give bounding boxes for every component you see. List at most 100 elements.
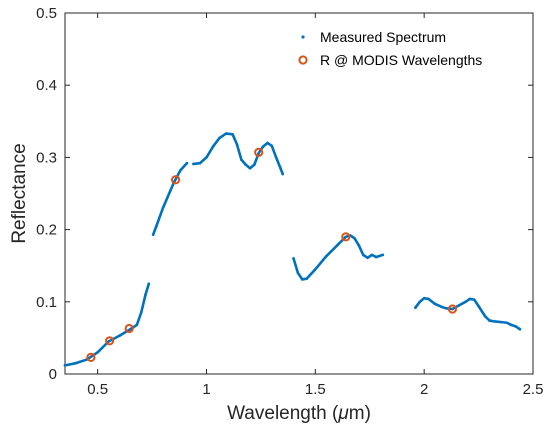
spectrum-point — [444, 306, 448, 310]
spectrum-point — [433, 302, 437, 306]
modis-point — [341, 232, 351, 242]
spectrum-point — [155, 224, 158, 228]
plot-area — [64, 12, 534, 375]
spectrum-point — [279, 166, 282, 170]
spectrum-point — [488, 319, 491, 322]
spectrum-point — [370, 253, 374, 257]
spectrum-point — [261, 145, 265, 148]
x-axis-title-unit: m) — [349, 403, 371, 424]
y-tick-label: 0.2 — [36, 222, 57, 239]
spectrum-point — [314, 268, 317, 271]
spectrum-point — [253, 163, 256, 166]
spectrum-point — [107, 340, 110, 343]
spectrum-point — [129, 327, 132, 331]
spectrum-point — [296, 271, 300, 275]
spectrum-point — [198, 161, 202, 165]
spectrum-point — [161, 206, 165, 210]
y-tick-label: 0.3 — [36, 149, 57, 166]
spectrum-point — [147, 282, 151, 286]
spectrum-point — [374, 255, 378, 259]
legend-modis-marker — [298, 55, 308, 65]
spectrum-point — [205, 156, 208, 159]
spectrum-point — [292, 257, 295, 260]
spectrum-point — [144, 293, 147, 296]
spectrum-point — [270, 144, 274, 148]
spectrum-point — [451, 307, 454, 311]
spectrum-point — [477, 304, 480, 308]
spectrum-point — [483, 314, 487, 318]
spectrum-point — [231, 132, 234, 136]
y-tick-label: 0 — [49, 366, 57, 383]
spectrum-point — [335, 244, 339, 247]
spectrum-point — [274, 156, 278, 159]
spectrum-segment — [151, 161, 189, 236]
spectrum-point — [492, 319, 496, 323]
spectrum-point — [381, 253, 385, 257]
modis-point — [124, 323, 134, 334]
modis-point — [86, 352, 96, 362]
spectrum-segment — [292, 234, 385, 281]
spectrum-point — [63, 364, 67, 367]
spectrum-point — [499, 320, 502, 324]
spectrum-point — [300, 278, 304, 281]
spectrum-point — [96, 351, 99, 354]
spectrum-point — [361, 253, 365, 257]
axes-box — [64, 12, 534, 375]
spectrum-point — [357, 244, 361, 247]
spectrum-point — [218, 136, 221, 140]
spectrum-point — [185, 161, 189, 165]
spectrum-point — [139, 311, 143, 314]
spectrum-point — [464, 300, 467, 304]
modis-point — [254, 147, 264, 157]
spectrum-point — [422, 296, 426, 300]
y-axis-title: Reflectance — [9, 143, 30, 243]
spectrum-point — [440, 305, 443, 309]
x-axis-title: Wavelength (μm) — [227, 403, 371, 424]
spectrum-point — [353, 236, 356, 240]
spectrum-point — [418, 300, 422, 304]
spectrum-point — [472, 298, 476, 301]
spectrum-point — [505, 321, 509, 325]
spectrum-point — [192, 162, 195, 166]
x-tick-label: 1 — [202, 381, 210, 398]
modis-markers-series — [86, 147, 458, 362]
measured-spectrum-series — [63, 132, 522, 367]
spectrum-point — [518, 327, 522, 331]
spectrum-point — [74, 361, 78, 365]
spectrum-point — [324, 255, 328, 258]
legend-modis-label: R @ MODIS Wavelengths — [320, 52, 482, 68]
modis-point — [105, 336, 115, 346]
x-tick-label: 2.5 — [523, 381, 544, 398]
spectrum-point — [281, 172, 284, 176]
spectrum-point — [468, 297, 472, 301]
spectrum-point — [240, 158, 243, 161]
x-tick-label: 1.5 — [305, 381, 326, 398]
x-axis-title-mu: μ — [337, 403, 349, 424]
spectrum-point — [248, 166, 252, 170]
x-tick-label: 0.5 — [87, 381, 108, 398]
x-axis: 0.5 1 1.5 2 2.5 — [87, 13, 543, 398]
y-axis: 0 0.1 0.2 0.3 0.4 0.5 — [36, 5, 533, 383]
x-axis-title-text: Wavelength ( — [227, 403, 339, 424]
y-tick-label: 0.1 — [36, 294, 57, 311]
spectrum-point — [514, 325, 517, 328]
y-tick-label: 0.5 — [36, 5, 57, 22]
legend-spectrum-marker — [301, 35, 305, 39]
modis-point — [170, 175, 181, 185]
spectrum-point — [305, 277, 308, 280]
spectrum-point — [211, 145, 215, 148]
spectrum-point — [414, 306, 417, 309]
spectrum-point — [257, 151, 261, 155]
spectrum-point — [266, 141, 269, 145]
spectrum-point — [224, 132, 228, 135]
spectrum-point — [244, 163, 247, 166]
spectrum-point — [118, 334, 121, 338]
spectrum-point — [427, 297, 430, 301]
spectrum-point — [179, 169, 182, 172]
spectrum-point — [366, 256, 369, 260]
spectrum-point — [457, 304, 461, 307]
legend: Measured Spectrum R @ MODIS Wavelengths — [298, 29, 482, 68]
spectrum-point — [509, 323, 513, 327]
spectrum-point — [135, 323, 139, 327]
